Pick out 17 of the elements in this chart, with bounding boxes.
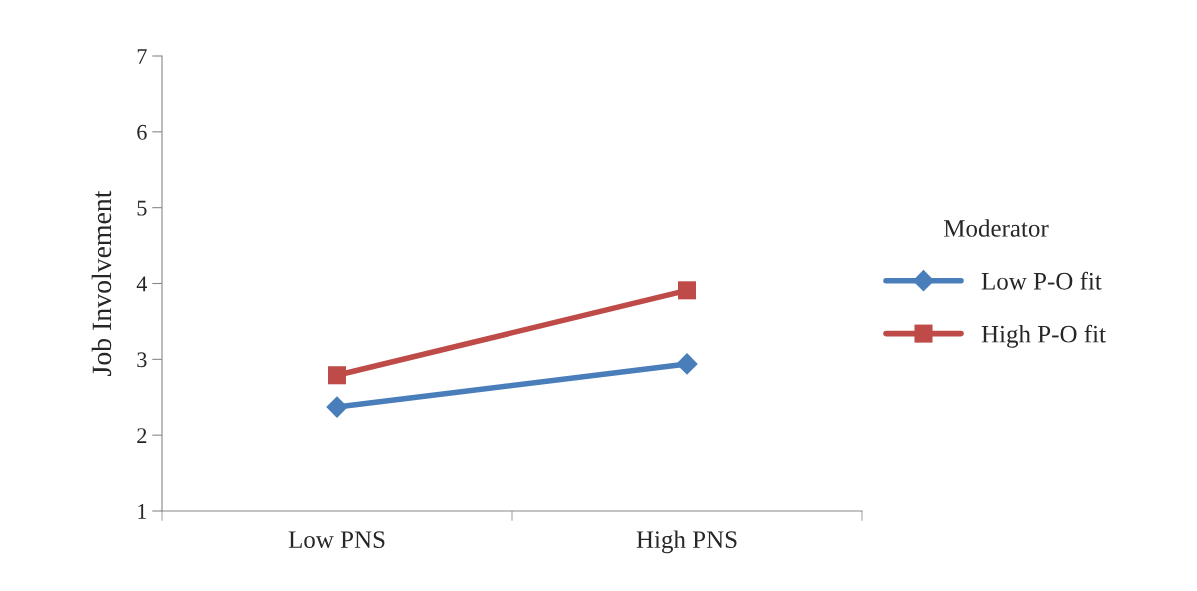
point xyxy=(676,353,698,375)
point xyxy=(677,281,697,300)
y-tick-label: 1 xyxy=(138,504,147,519)
y-axis-title: Job Involvement xyxy=(91,190,112,376)
y-tick-label: 5 xyxy=(137,200,147,216)
point xyxy=(326,396,348,418)
legend-label: High P-O fit xyxy=(981,324,1106,348)
y-tick-label: 4 xyxy=(136,276,148,292)
y-tick-label: 7 xyxy=(137,49,147,64)
legend-label: Low P-O fit xyxy=(981,271,1102,290)
point xyxy=(327,366,347,385)
y-tick-label: 6 xyxy=(137,124,147,140)
y-tick-label: 2 xyxy=(137,428,147,443)
legend-title: Moderator xyxy=(943,219,1049,237)
y-tick-label: 3 xyxy=(137,352,147,368)
x-tick-label: High PNS xyxy=(636,530,737,554)
x-tick-label: Low PNS xyxy=(288,531,385,549)
